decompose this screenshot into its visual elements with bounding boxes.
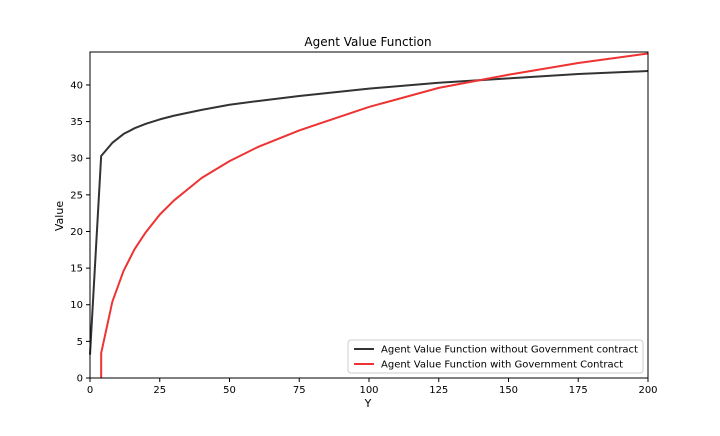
legend-label: Agent Value Function without Government …	[381, 345, 638, 356]
x-tick-label: 150	[499, 385, 518, 396]
x-tick-label: 175	[569, 385, 588, 396]
series-lines	[89, 52, 649, 379]
y-tick-label: 35	[70, 117, 83, 128]
y-tick-label: 20	[70, 227, 83, 238]
chart-title: Agent Value Function	[304, 35, 431, 49]
x-tick-label: 25	[153, 385, 166, 396]
legend-label: Agent Value Function with Government Con…	[381, 360, 623, 371]
y-tick-label: 25	[70, 190, 83, 201]
y-tick-label: 0	[77, 374, 83, 385]
legend-box	[347, 339, 644, 374]
x-tick-label: 125	[429, 385, 448, 396]
x-tick-label: 75	[293, 385, 306, 396]
x-tick-label: 100	[359, 385, 378, 396]
y-tick-label: 5	[77, 337, 83, 348]
x-axis-label: Y	[364, 397, 372, 410]
y-tick-label: 40	[70, 80, 83, 91]
x-tick-label: 0	[87, 385, 93, 396]
axis-ticks: 0 25 50 75 100 125 150 175 200 0 5 10 15 20 25 30 35 40	[70, 80, 657, 396]
y-tick-label: 15	[70, 264, 83, 275]
series-line-1	[100, 52, 649, 379]
plot-frame	[89, 51, 649, 379]
x-tick-label: 200	[638, 385, 657, 396]
legend: Agent Value Function without Government …	[347, 339, 644, 374]
x-tick-label: 50	[223, 385, 236, 396]
y-tick-label: 30	[70, 154, 83, 165]
y-axis-label: Value	[53, 201, 66, 231]
series-line-0	[89, 70, 649, 355]
y-tick-label: 10	[70, 300, 83, 311]
